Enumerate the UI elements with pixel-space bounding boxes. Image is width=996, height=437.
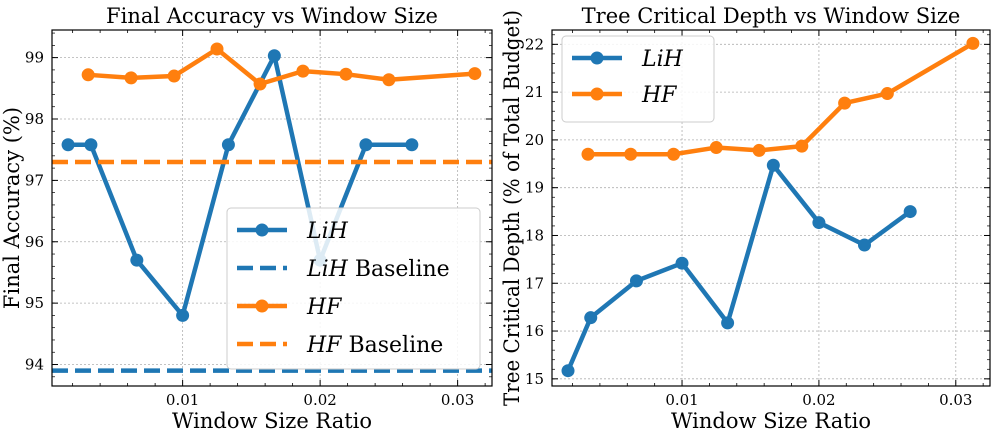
x-tick-label: 0.01 bbox=[665, 391, 698, 409]
legend-label: HF bbox=[306, 295, 342, 320]
y-tick-label: 98 bbox=[25, 110, 44, 128]
y-tick-label: 15 bbox=[525, 370, 544, 388]
y-tick-label: 97 bbox=[25, 171, 44, 189]
data-point-lih bbox=[857, 238, 871, 252]
legend-swatch-marker bbox=[255, 299, 269, 313]
legend-label-variable: HF bbox=[306, 333, 342, 358]
data-point-hf bbox=[838, 96, 852, 110]
x-axis-label: Window Size Ratio bbox=[671, 409, 871, 433]
y-tick-label: 94 bbox=[25, 356, 44, 374]
data-point-lih bbox=[176, 308, 190, 322]
data-point-hf bbox=[296, 64, 310, 78]
legend-swatch-marker bbox=[590, 87, 604, 101]
legend-label: HF Baseline bbox=[306, 333, 443, 358]
x-axis-label: Window Size Ratio bbox=[172, 409, 372, 433]
y-axis-label: Final Accuracy (%) bbox=[0, 107, 24, 309]
data-point-lih bbox=[675, 256, 689, 270]
data-point-lih bbox=[267, 49, 281, 63]
data-point-hf bbox=[339, 67, 353, 81]
legend-label: LiH Baseline bbox=[306, 257, 450, 282]
x-tick-label: 0.02 bbox=[303, 391, 336, 409]
legend-label-variable: LiH bbox=[641, 47, 684, 72]
data-point-hf bbox=[81, 68, 95, 82]
x-tick-label: 0.02 bbox=[802, 391, 835, 409]
data-point-hf bbox=[210, 42, 224, 56]
y-tick-label: 17 bbox=[525, 274, 544, 292]
data-point-lih bbox=[405, 138, 419, 152]
y-tick-label: 18 bbox=[525, 226, 544, 244]
legend: LiH HF bbox=[561, 35, 715, 123]
data-point-hf bbox=[709, 141, 723, 155]
data-point-lih bbox=[629, 274, 643, 288]
data-point-hf bbox=[124, 71, 138, 85]
data-point-hf bbox=[752, 143, 766, 157]
y-tick-label: 22 bbox=[525, 35, 544, 53]
data-point-hf bbox=[167, 69, 181, 83]
y-axis-label: Tree Critical Depth (% of Total Budget) bbox=[500, 10, 524, 406]
legend-label: LiH bbox=[641, 47, 684, 72]
y-tick-label: 95 bbox=[25, 294, 44, 312]
legend-label-suffix: Baseline bbox=[348, 257, 450, 282]
x-tick-label: 0.03 bbox=[939, 391, 972, 409]
legend-swatch-marker bbox=[590, 51, 604, 65]
data-point-hf bbox=[468, 67, 482, 81]
data-point-lih bbox=[903, 205, 917, 219]
data-point-lih bbox=[130, 253, 144, 267]
y-tick-label: 20 bbox=[525, 131, 544, 149]
data-point-lih bbox=[721, 316, 735, 330]
data-point-lih bbox=[221, 138, 235, 152]
plot-frame bbox=[51, 29, 493, 387]
legend-label-variable: HF bbox=[306, 295, 342, 320]
data-point-hf bbox=[795, 139, 809, 153]
legend-label: HF bbox=[641, 83, 677, 108]
legend-box bbox=[561, 35, 715, 123]
legend-label-variable: LiH bbox=[306, 219, 349, 244]
legend-label-variable: LiH bbox=[306, 257, 349, 282]
data-point-lih bbox=[812, 216, 826, 230]
data-point-lih bbox=[61, 138, 75, 152]
legend-label: LiH bbox=[306, 219, 349, 244]
chart-title: Tree Critical Depth vs Window Size bbox=[582, 4, 961, 28]
plot-frame bbox=[551, 29, 991, 387]
y-tick-label: 99 bbox=[25, 49, 44, 67]
chart-panel-1: 0.01 0.02 0.03 94 95 96 97 98 99 Final Accuracy v… bbox=[0, 4, 493, 433]
data-point-hf bbox=[253, 77, 267, 91]
chart-title: Final Accuracy vs Window Size bbox=[106, 4, 438, 28]
x-tick-label: 0.03 bbox=[441, 391, 474, 409]
y-tick-label: 19 bbox=[525, 179, 544, 197]
y-tick-label: 21 bbox=[525, 83, 544, 101]
data-point-hf bbox=[624, 147, 638, 161]
legend-box bbox=[226, 207, 481, 370]
legend-label-suffix: Baseline bbox=[341, 333, 443, 358]
series-line-hf bbox=[88, 46, 475, 87]
data-point-lih bbox=[561, 364, 575, 378]
data-point-hf bbox=[382, 73, 396, 87]
data-point-hf bbox=[966, 36, 980, 50]
data-point-lih bbox=[359, 138, 373, 152]
y-tick-label: 96 bbox=[25, 233, 44, 251]
legend-label-variable: HF bbox=[641, 83, 677, 108]
data-point-hf bbox=[581, 147, 595, 161]
data-point-lih bbox=[84, 138, 98, 152]
y-tick-label: 16 bbox=[525, 322, 544, 340]
data-point-lih bbox=[584, 311, 598, 325]
data-point-hf bbox=[667, 147, 681, 161]
x-tick-label: 0.01 bbox=[166, 391, 199, 409]
data-point-hf bbox=[880, 87, 894, 101]
series-line-lih bbox=[565, 162, 912, 372]
legend-swatch-marker bbox=[255, 223, 269, 237]
data-point-lih bbox=[766, 158, 780, 172]
